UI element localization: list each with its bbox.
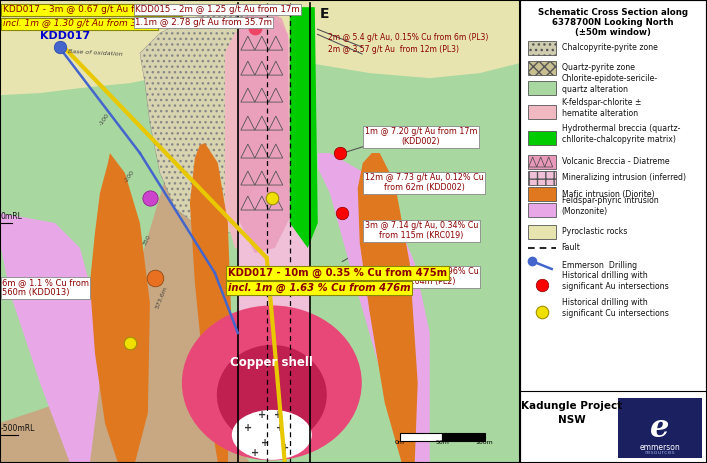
Bar	[618, 398, 702, 458]
Polygon shape	[140, 13, 290, 233]
Text: Chlorite-epidote-sericile-
quartz alteration: Chlorite-epidote-sericile- quartz altera…	[562, 74, 658, 94]
Text: Mineralizing intrusion (inferred): Mineralizing intrusion (inferred)	[562, 174, 686, 182]
Ellipse shape	[232, 410, 312, 460]
Polygon shape	[0, 0, 520, 95]
Bar	[442, 433, 485, 441]
Text: 6m @ 1.1 % Cu from
560m (KDD013): 6m @ 1.1 % Cu from 560m (KDD013)	[2, 278, 89, 297]
Text: Hydrothermal breccia (quartz-
chllorite-chalcopyrite matrix): Hydrothermal breccia (quartz- chllorite-…	[562, 124, 680, 144]
Ellipse shape	[182, 306, 362, 460]
Ellipse shape	[217, 345, 327, 445]
Text: emmerson: emmerson	[640, 443, 680, 452]
Text: 6378700N Looking North: 6378700N Looking North	[552, 18, 674, 27]
Text: +: +	[258, 410, 266, 420]
Text: Base of oxidation: Base of oxidation	[68, 49, 123, 57]
Text: E: E	[320, 7, 329, 21]
Text: 50m: 50m	[436, 440, 449, 445]
Text: +: +	[244, 423, 252, 433]
Text: Pyroclastic rocks: Pyroclastic rocks	[562, 227, 627, 237]
Polygon shape	[238, 11, 290, 253]
Text: 0m: 0m	[395, 440, 404, 445]
Text: 573.6m: 573.6m	[155, 285, 169, 309]
Text: resources: resources	[645, 450, 675, 455]
Text: Schematic Cross Section along: Schematic Cross Section along	[538, 8, 688, 17]
Bar	[527, 105, 556, 119]
Polygon shape	[0, 213, 100, 463]
Bar	[527, 81, 556, 95]
Bar	[399, 433, 442, 441]
Text: KDD015 - 2m @ 1.25 g/t Au from 17m: KDD015 - 2m @ 1.25 g/t Au from 17m	[135, 5, 300, 14]
Text: +: +	[276, 423, 284, 433]
Text: 350: 350	[142, 233, 152, 246]
Text: -100: -100	[99, 113, 111, 127]
Text: +: +	[251, 448, 259, 458]
Text: 12m @ 7.73 g/t Au, 0.12% Cu
from 62m (KDD002): 12m @ 7.73 g/t Au, 0.12% Cu from 62m (KD…	[365, 173, 484, 193]
Text: 2m @ 3.57 g/t Au  from 12m (PL3): 2m @ 3.57 g/t Au from 12m (PL3)	[328, 45, 459, 54]
Polygon shape	[358, 153, 418, 463]
Text: 2m @ 0.92 g/t Au, 1.96% Cu
from 104m (PL2): 2m @ 0.92 g/t Au, 1.96% Cu from 104m (PL…	[365, 267, 479, 287]
Text: Kadungle Project: Kadungle Project	[521, 401, 622, 411]
Text: 1m @ 7.20 g/t Au from 17m
(KDD002): 1m @ 7.20 g/t Au from 17m (KDD002)	[365, 127, 477, 146]
Text: 0mRL: 0mRL	[1, 212, 23, 221]
Text: KDD017 - 3m @ 0.67 g/t Au from 299m: KDD017 - 3m @ 0.67 g/t Au from 299m	[3, 5, 181, 14]
Text: Emmerson  Drilling: Emmerson Drilling	[562, 261, 637, 269]
Text: +: +	[281, 443, 289, 453]
Polygon shape	[238, 188, 310, 413]
Text: KDD017 - 10m @ 0.35 % Cu from 475m: KDD017 - 10m @ 0.35 % Cu from 475m	[228, 268, 447, 278]
Text: Chalcopyrite-pyrite zone: Chalcopyrite-pyrite zone	[562, 44, 658, 52]
Polygon shape	[90, 153, 150, 463]
Text: Historical drilling with
significant Au intersections: Historical drilling with significant Au …	[562, 271, 669, 291]
Bar	[527, 61, 556, 75]
Text: 2m @ 5.4 g/t Au, 0.15% Cu from 6m (PL3): 2m @ 5.4 g/t Au, 0.15% Cu from 6m (PL3)	[328, 33, 488, 42]
Bar	[527, 171, 556, 185]
Polygon shape	[190, 143, 232, 463]
Bar	[527, 41, 556, 55]
Text: (±50m window): (±50m window)	[575, 28, 650, 37]
Text: Mafic intrusion (Diorite): Mafic intrusion (Diorite)	[562, 189, 655, 199]
Text: Fault: Fault	[562, 244, 580, 252]
Text: +: +	[261, 438, 269, 448]
Bar	[527, 203, 556, 217]
Bar	[520, 391, 707, 463]
Polygon shape	[317, 153, 430, 463]
Polygon shape	[200, 0, 520, 463]
Bar	[527, 225, 556, 239]
Text: Quartz-pyrite zone: Quartz-pyrite zone	[562, 63, 635, 73]
Text: Feldspar-phyric intrusion
(Monzonite): Feldspar-phyric intrusion (Monzonite)	[562, 196, 658, 216]
Text: +: +	[274, 410, 282, 420]
Bar	[527, 187, 556, 201]
Text: Historical drilling with
significant Cu intersections: Historical drilling with significant Cu …	[562, 298, 669, 318]
Text: e: e	[650, 413, 670, 444]
Polygon shape	[290, 7, 317, 248]
Text: Copper shell: Copper shell	[230, 357, 313, 369]
Polygon shape	[225, 18, 295, 253]
Bar	[527, 155, 556, 169]
Bar	[527, 131, 556, 145]
Text: incl. 1m @ 1.30 g/t Au from 300m: incl. 1m @ 1.30 g/t Au from 300m	[3, 19, 157, 28]
Polygon shape	[0, 0, 190, 423]
Text: -200: -200	[124, 170, 136, 184]
Text: incl. 1m @ 1.63 % Cu from 476m: incl. 1m @ 1.63 % Cu from 476m	[228, 283, 410, 293]
Text: K-feldspar-chlorite ±
hematite alteration: K-feldspar-chlorite ± hematite alteratio…	[562, 98, 641, 118]
Text: Volcanic Breccia - Diatreme: Volcanic Breccia - Diatreme	[562, 157, 670, 167]
Text: NSW: NSW	[558, 415, 585, 425]
Text: KDD017: KDD017	[40, 31, 90, 41]
Text: 100m: 100m	[476, 440, 493, 445]
Text: 1.1m @ 2.78 g/t Au from 35.7m: 1.1m @ 2.78 g/t Au from 35.7m	[135, 18, 272, 27]
Text: -500mRL: -500mRL	[1, 424, 35, 433]
Text: 3m @ 7.14 g/t Au, 0.34% Cu
from 115m (KRC019): 3m @ 7.14 g/t Au, 0.34% Cu from 115m (KR…	[365, 221, 478, 240]
